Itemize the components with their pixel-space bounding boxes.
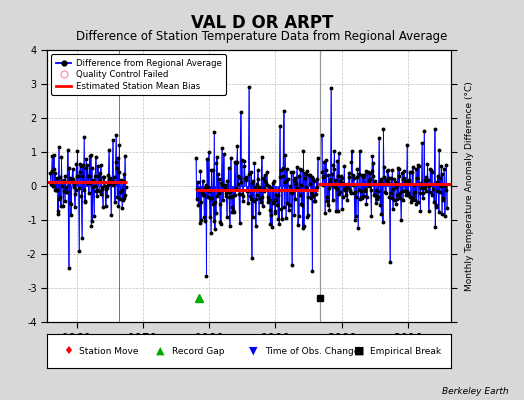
Legend: Difference from Regional Average, Quality Control Failed, Estimated Station Mean: Difference from Regional Average, Qualit… bbox=[51, 54, 226, 95]
Text: Time of Obs. Change: Time of Obs. Change bbox=[265, 346, 359, 356]
Text: Station Move: Station Move bbox=[80, 346, 139, 356]
Text: Empirical Break: Empirical Break bbox=[370, 346, 441, 356]
Text: ▼: ▼ bbox=[249, 346, 257, 356]
Text: ▲: ▲ bbox=[156, 346, 165, 356]
Text: Record Gap: Record Gap bbox=[172, 346, 225, 356]
Text: ♦: ♦ bbox=[63, 346, 73, 356]
Text: VAL D OR ARPT: VAL D OR ARPT bbox=[191, 14, 333, 32]
Text: Berkeley Earth: Berkeley Earth bbox=[442, 387, 508, 396]
Text: ■: ■ bbox=[354, 346, 364, 356]
Y-axis label: Monthly Temperature Anomaly Difference (°C): Monthly Temperature Anomaly Difference (… bbox=[465, 81, 474, 291]
Text: Difference of Station Temperature Data from Regional Average: Difference of Station Temperature Data f… bbox=[77, 30, 447, 43]
